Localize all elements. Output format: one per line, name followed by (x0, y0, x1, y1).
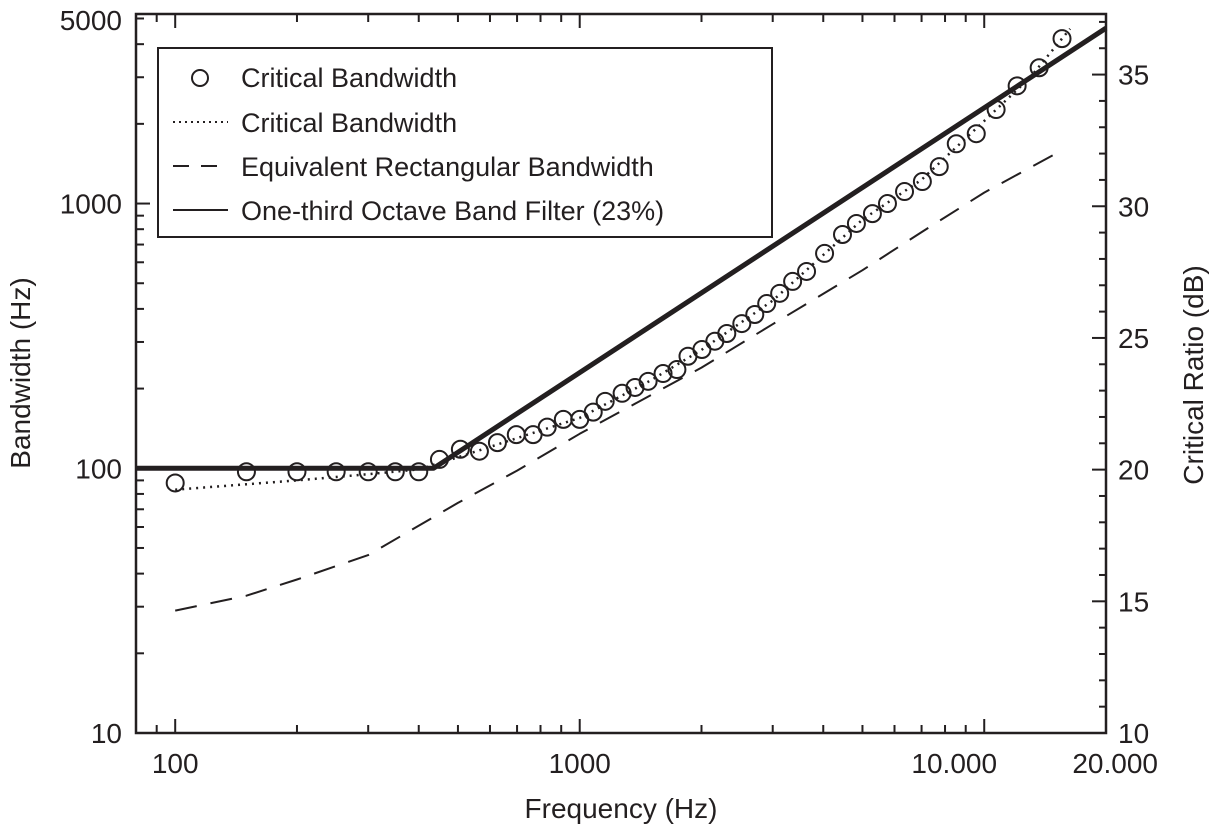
y2-tick-label: 35 (1118, 60, 1149, 91)
y-tick-label: 5000 (60, 5, 122, 36)
data-point-critical-bandwidth (717, 323, 737, 343)
data-point-critical-bandwidth (612, 383, 632, 403)
data-point-critical-bandwidth (846, 213, 866, 233)
data-point-critical-bandwidth (595, 391, 615, 411)
x-axis-label: Frequency (Hz) (525, 793, 718, 824)
data-point-critical-bandwidth (770, 283, 790, 303)
plot-frame (134, 12, 1108, 735)
y-tick-label: 100 (75, 453, 122, 484)
x-tick-label: 1000 (549, 748, 611, 779)
data-point-critical-bandwidth (732, 314, 752, 334)
x-tick-label: 100 (152, 748, 199, 779)
data-point-critical-bandwidth (946, 134, 966, 154)
y2-tick-label: 20 (1118, 455, 1149, 486)
data-point-critical-bandwidth (966, 124, 986, 144)
data-point-critical-bandwidth (409, 462, 429, 482)
data-point-critical-bandwidth (667, 360, 687, 380)
data-point-critical-bandwidth (385, 462, 405, 482)
data-point-critical-bandwidth (745, 304, 765, 324)
y-axis-label: Bandwidth (Hz) (5, 277, 36, 468)
data-point-critical-bandwidth (469, 441, 489, 461)
legend-label: Critical Bandwidth (241, 63, 457, 93)
data-point-critical-bandwidth (487, 433, 507, 453)
y2-tick-label: 10 (1118, 718, 1149, 749)
axis-ticks: 100 1000 10.000 20.000101001000500010152025… (60, 5, 1158, 779)
y-tick-label: 10 (91, 718, 122, 749)
data-point-critical-bandwidth (236, 462, 256, 482)
data-point-critical-bandwidth (638, 371, 658, 391)
y2-tick-label: 15 (1118, 586, 1149, 617)
y2-axis-label: Critical Ratio (dB) (1178, 265, 1209, 484)
x-tick-label: 20.000 (1072, 748, 1158, 779)
data-point-critical-bandwidth (165, 473, 185, 493)
data-point-critical-bandwidth (553, 409, 573, 429)
data-point-critical-bandwidth (757, 294, 777, 314)
legend-label: Critical Bandwidth (241, 108, 457, 138)
legend-label: Equivalent Rectangular Bandwidth (241, 152, 654, 182)
data-point-critical-bandwidth (797, 261, 817, 281)
data-point-critical-bandwidth (287, 462, 307, 482)
data-point-critical-bandwidth (832, 224, 852, 244)
data-point-critical-bandwidth (506, 425, 526, 445)
data-point-critical-bandwidth (1052, 29, 1072, 49)
y-tick-label: 1000 (60, 189, 122, 220)
data-point-critical-bandwidth (862, 204, 882, 224)
data-point-critical-bandwidth (895, 182, 915, 202)
data-point-critical-bandwidth (326, 462, 346, 482)
data-point-critical-bandwidth (783, 271, 803, 291)
x-tick-label: 10.000 (911, 748, 997, 779)
data-point-critical-bandwidth (537, 417, 557, 437)
legend-box (157, 47, 773, 238)
series-line-dotted (175, 28, 1072, 491)
data-point-critical-bandwidth (358, 462, 378, 482)
data-point-critical-bandwidth (1007, 76, 1027, 96)
series-line-solid-thick (136, 26, 1108, 471)
y2-tick-label: 30 (1118, 191, 1149, 222)
legend-circle-marker (191, 69, 209, 87)
data-point-critical-bandwidth (877, 194, 897, 214)
plot-marks (136, 26, 1108, 612)
legend-label: One-third Octave Band Filter (23%) (241, 196, 664, 226)
data-point-critical-bandwidth (929, 157, 949, 177)
data-point-critical-bandwidth (815, 243, 835, 263)
data-point-critical-bandwidth (583, 402, 603, 422)
data-point-critical-bandwidth (653, 364, 673, 384)
series-line-dashed (174, 148, 1064, 612)
legend: Critical Bandwidth Critical Bandwidth Eq… (157, 47, 773, 238)
y2-tick-label: 25 (1118, 323, 1149, 354)
data-point-critical-bandwidth (912, 172, 932, 192)
